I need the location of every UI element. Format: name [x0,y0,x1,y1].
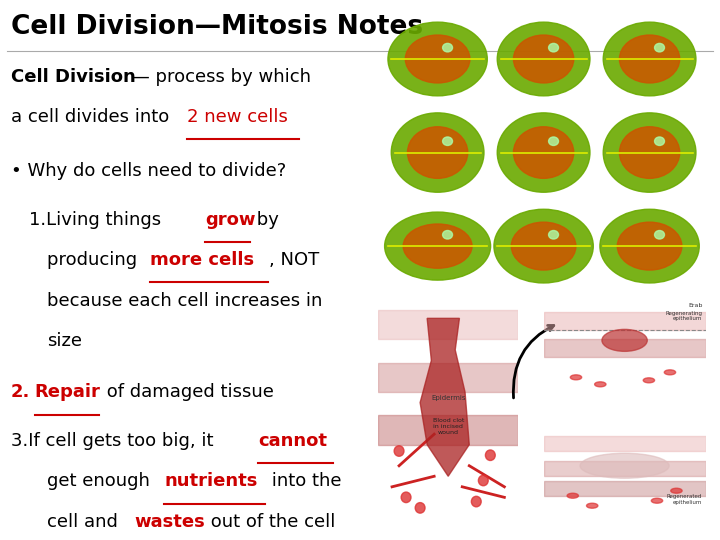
Ellipse shape [549,137,559,145]
Ellipse shape [394,446,404,456]
Ellipse shape [643,378,654,383]
Text: grow: grow [205,211,256,228]
Ellipse shape [654,43,665,52]
Text: by: by [251,211,279,228]
Ellipse shape [405,35,470,83]
Bar [544,481,706,496]
Text: get enough: get enough [47,472,156,490]
Text: Blood clot
in incised
wound: Blood clot in incised wound [433,418,464,435]
Ellipse shape [443,231,453,239]
Ellipse shape [671,488,682,493]
Ellipse shape [587,503,598,508]
Text: 1.Living things: 1.Living things [29,211,166,228]
Text: 2 new cells: 2 new cells [187,108,288,126]
Ellipse shape [652,498,662,503]
Text: Epidermis: Epidermis [431,395,465,401]
Ellipse shape [617,222,682,270]
Text: — process by which: — process by which [126,68,311,85]
Ellipse shape [580,453,669,478]
Text: producing: producing [47,251,143,269]
Text: because each cell increases in: because each cell increases in [47,292,322,309]
Text: cannot: cannot [258,432,327,450]
Ellipse shape [513,127,574,178]
Ellipse shape [391,113,484,192]
Text: Cell Division: Cell Division [11,68,135,85]
Text: Erab: Erab [688,303,703,308]
Ellipse shape [511,222,576,270]
Ellipse shape [443,43,453,52]
Ellipse shape [665,370,675,375]
Ellipse shape [478,475,488,486]
Ellipse shape [619,127,680,178]
Ellipse shape [498,22,590,96]
Ellipse shape [388,22,487,96]
Text: Cell Division—Mitosis Notes: Cell Division—Mitosis Notes [11,14,423,39]
Text: into the: into the [266,472,342,490]
Ellipse shape [567,493,578,498]
Ellipse shape [384,212,490,280]
Ellipse shape [654,231,665,239]
Ellipse shape [498,113,590,192]
Ellipse shape [595,382,606,387]
Ellipse shape [485,450,495,461]
Bar [544,339,706,357]
Text: size: size [47,332,82,350]
Bar [378,362,518,392]
Bar [544,436,706,451]
Ellipse shape [600,209,699,283]
Ellipse shape [570,375,582,380]
Text: out of the cell: out of the cell [205,513,336,531]
Ellipse shape [494,209,593,283]
Polygon shape [420,319,469,476]
Ellipse shape [549,43,559,52]
Ellipse shape [403,224,472,268]
Text: a cell divides into: a cell divides into [11,108,175,126]
Text: Repair: Repair [35,383,100,401]
Ellipse shape [602,329,647,352]
Ellipse shape [619,35,680,83]
Ellipse shape [415,503,425,513]
Bar [544,461,706,476]
Text: , NOT: , NOT [269,251,319,269]
Bar [378,310,518,340]
Bar [378,415,518,445]
Ellipse shape [513,35,574,83]
Ellipse shape [443,137,453,145]
Ellipse shape [401,492,411,503]
Text: cell and: cell and [47,513,123,531]
Ellipse shape [654,137,665,145]
Text: nutrients: nutrients [164,472,258,490]
Ellipse shape [549,231,559,239]
Ellipse shape [408,127,468,178]
Ellipse shape [603,22,696,96]
Text: Regenerated
epithelium: Regenerated epithelium [667,494,703,505]
Ellipse shape [472,496,481,507]
Text: of damaged tissue: of damaged tissue [101,383,274,401]
Ellipse shape [603,113,696,192]
Text: more cells: more cells [150,251,254,269]
Text: 3.If cell gets too big, it: 3.If cell gets too big, it [11,432,219,450]
Text: • Why do cells need to divide?: • Why do cells need to divide? [11,162,286,180]
Bar [544,312,706,330]
Text: wastes: wastes [135,513,205,531]
Text: Regenerating
epithelium: Regenerating epithelium [665,310,703,321]
Text: 2.: 2. [11,383,30,401]
